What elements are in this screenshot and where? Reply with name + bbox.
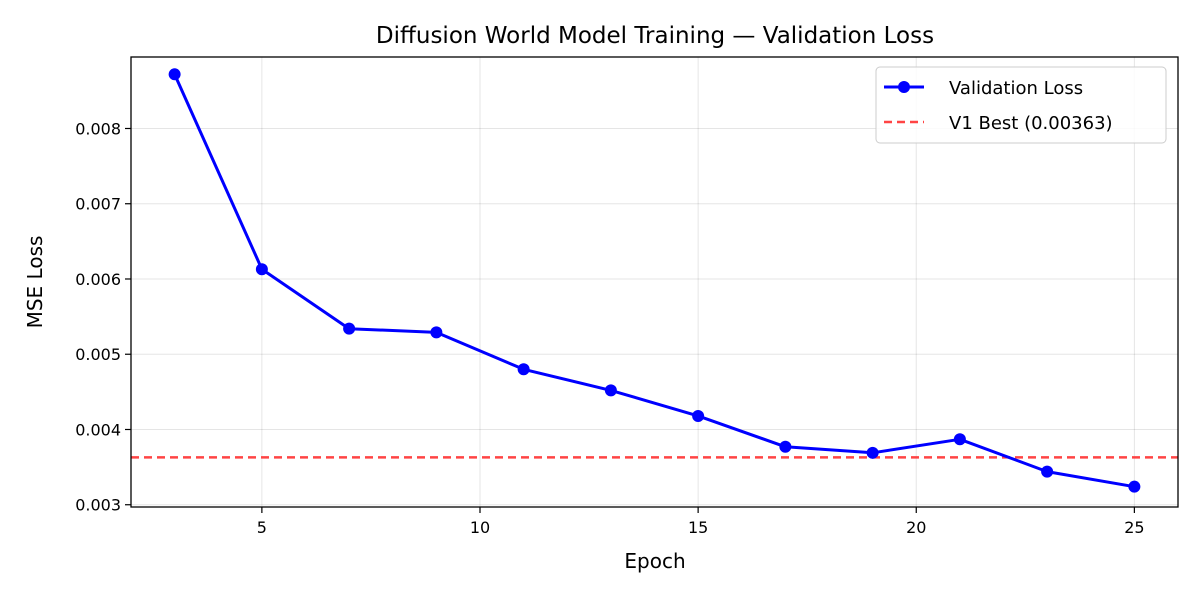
legend: Validation Loss V1 Best (0.00363): [875, 66, 1167, 144]
data-point: [866, 446, 879, 459]
data-point: [953, 433, 966, 446]
legend-label-validation-loss: Validation Loss: [949, 78, 1083, 99]
series: [168, 68, 1141, 493]
legend-marker-validation-loss: [898, 81, 910, 93]
data-point: [692, 409, 705, 422]
data-point: [779, 440, 792, 453]
x-tick-label: 20: [906, 518, 926, 537]
data-point: [1041, 465, 1054, 478]
series-line-validation-loss: [173, 73, 1135, 489]
legend-label-v1-best: V1 Best (0.00363): [949, 113, 1113, 134]
x-ticks: 5 10 15 20 25: [257, 507, 1145, 537]
data-point: [255, 263, 268, 276]
data-point: [168, 68, 181, 81]
data-point: [517, 363, 530, 376]
y-axis-label: MSE Loss: [23, 236, 47, 329]
data-point: [343, 322, 356, 335]
plot-frame: [130, 56, 1179, 508]
y-tick-label: 0.006: [75, 270, 121, 289]
y-tick-label: 0.003: [75, 496, 121, 515]
y-tick-label: 0.008: [75, 119, 121, 138]
y-tick-label: 0.007: [75, 195, 121, 214]
x-tick-label: 5: [257, 518, 267, 537]
chart-title: Diffusion World Model Training — Validat…: [376, 23, 934, 49]
legend-box: [875, 66, 1167, 144]
data-point: [1128, 480, 1141, 493]
grid: [131, 57, 1178, 507]
data-point: [604, 384, 617, 397]
x-tick-label: 10: [470, 518, 490, 537]
y-ticks: 0.003 0.004 0.005 0.006 0.007 0.008: [75, 119, 131, 515]
x-tick-label: 25: [1124, 518, 1144, 537]
y-tick-label: 0.005: [75, 345, 121, 364]
data-point: [430, 326, 443, 339]
x-axis-label: Epoch: [624, 549, 685, 573]
x-tick-label: 15: [688, 518, 708, 537]
y-tick-label: 0.004: [75, 420, 121, 439]
